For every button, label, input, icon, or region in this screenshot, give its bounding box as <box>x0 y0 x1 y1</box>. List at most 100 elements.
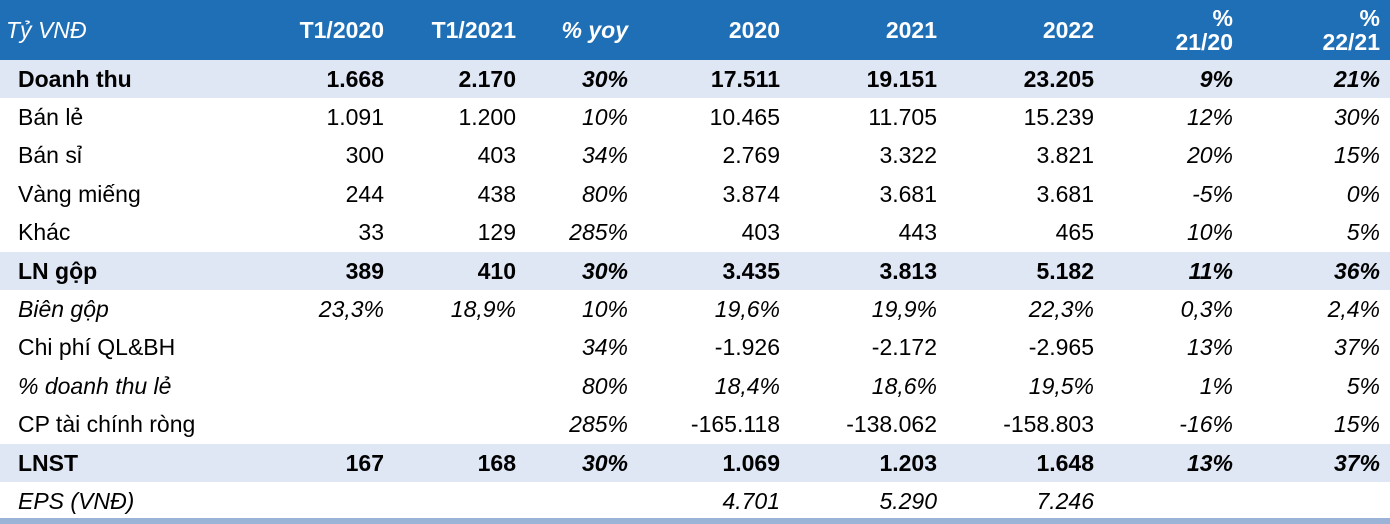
cell-value <box>249 482 394 520</box>
cell-value: -1.926 <box>714 334 780 361</box>
row-label: EPS (VNĐ) <box>18 487 135 514</box>
cell-value: 34% <box>581 142 628 169</box>
cell-value: 1.200 <box>458 104 516 131</box>
cell-value: -158.803 <box>1003 411 1094 438</box>
pct-symbol: % <box>1212 5 1233 31</box>
cell-value: 19,6% <box>714 296 780 323</box>
row-label: Doanh thu <box>18 65 132 92</box>
cell-value <box>1104 482 1243 520</box>
cell-value: 403 <box>477 142 516 169</box>
table-row: EPS (VNĐ) 4.701 5.290 7.246 <box>0 482 1390 520</box>
cell-value: 15% <box>1333 142 1380 169</box>
table-row: % doanh thu lẻ 80% 18,4% 18,6% 19,5% 1% 5% <box>0 367 1390 405</box>
cell-value: 18,9% <box>450 296 516 323</box>
cell-value: 17.511 <box>710 65 780 92</box>
cell-value: 1.648 <box>1036 449 1094 476</box>
col-header-2022: 2022 <box>1042 17 1094 43</box>
cell-value: 12% <box>1186 104 1233 131</box>
table-row: LNST 167 168 30% 1.069 1.203 1.648 13% 37% <box>0 443 1390 483</box>
pct-period: 21/20 <box>1175 29 1233 55</box>
bottom-border <box>0 518 1390 524</box>
col-header-yoy: % yoy <box>561 17 628 43</box>
table-row: Khác 33 129 285% 403 443 465 10% 5% <box>0 214 1390 252</box>
cell-value: 2.170 <box>458 65 516 92</box>
cell-value: -138.062 <box>846 411 937 438</box>
cell-value: 21% <box>1333 65 1380 92</box>
cell-value: 15% <box>1333 411 1380 438</box>
cell-value: 1.069 <box>722 449 780 476</box>
cell-value: 0,3% <box>1180 296 1233 323</box>
cell-value: 129 <box>477 219 516 246</box>
cell-value: 36% <box>1333 257 1380 284</box>
cell-value: 285% <box>569 219 628 246</box>
cell-value: 3.681 <box>1036 180 1094 207</box>
cell-value: 285% <box>569 411 628 438</box>
cell-value: 389 <box>345 257 384 284</box>
cell-value: 18,4% <box>714 372 780 399</box>
cell-value: 11% <box>1188 257 1233 284</box>
cell-value: 37% <box>1333 449 1380 476</box>
cell-value: 10% <box>581 296 628 323</box>
cell-value: -5% <box>1192 180 1233 207</box>
row-label: CP tài chính ròng <box>18 411 196 438</box>
col-header-pct-22-21: % 22/21 <box>1243 0 1390 60</box>
table-row: Chi phí QL&BH 34% -1.926 -2.172 -2.965 13% 37% <box>0 329 1390 367</box>
cell-value: 37% <box>1333 334 1380 361</box>
cell-value <box>249 329 394 367</box>
cell-value: 22,3% <box>1028 296 1094 323</box>
cell-value: 19.151 <box>866 65 937 92</box>
cell-value: 3.813 <box>879 257 937 284</box>
cell-value: 168 <box>477 449 516 476</box>
cell-value: 19,5% <box>1028 372 1094 399</box>
table-row: LN gộp 389 410 30% 3.435 3.813 5.182 11% 36% <box>0 251 1390 291</box>
row-label: Chi phí QL&BH <box>18 334 176 361</box>
cell-value: 5% <box>1346 219 1380 246</box>
cell-value: 5.290 <box>879 487 937 514</box>
cell-value: 10% <box>581 104 628 131</box>
cell-value: 80% <box>581 180 628 207</box>
unit-label: Tỷ VNĐ <box>6 17 87 43</box>
cell-value: 3.681 <box>879 180 937 207</box>
table-row: CP tài chính ròng 285% -165.118 -138.062 -15… <box>0 406 1390 444</box>
cell-value: 33 <box>358 219 384 246</box>
table-row: Doanh thu 1.668 2.170 30% 17.511 19.151 23.205… <box>0 60 1390 99</box>
cell-value: 4.701 <box>722 487 780 514</box>
row-label: Biên gộp <box>18 296 109 323</box>
cell-value: 1.203 <box>879 449 937 476</box>
cell-value: 3.821 <box>1036 142 1094 169</box>
pct-period: 22/21 <box>1322 29 1380 55</box>
cell-value: 15.239 <box>1023 104 1094 131</box>
cell-value: 30% <box>581 257 628 284</box>
cell-value: -165.118 <box>690 411 780 438</box>
cell-value: -2.965 <box>1028 334 1094 361</box>
cell-value: 3.874 <box>722 180 780 207</box>
cell-value: 2,4% <box>1327 296 1380 323</box>
cell-value: 18,6% <box>871 372 937 399</box>
cell-value: -2.172 <box>871 334 937 361</box>
cell-value: 13% <box>1186 334 1233 361</box>
row-label: LNST <box>18 449 79 476</box>
header-row: Tỷ VNĐ T1/2020 T1/2021 % yoy 2020 2021 2… <box>0 0 1390 60</box>
table-row: Bán lẻ 1.091 1.200 10% 10.465 11.705 15.239 12%… <box>0 98 1390 136</box>
col-header-2020: 2020 <box>728 17 780 43</box>
cell-value <box>249 406 394 444</box>
row-label: % doanh thu lẻ <box>18 372 172 399</box>
cell-value: 5% <box>1346 372 1380 399</box>
cell-value <box>249 367 394 405</box>
cell-value: 19,9% <box>871 296 937 323</box>
cell-value: 443 <box>898 219 937 246</box>
col-header-t1-2020: T1/2020 <box>299 17 384 43</box>
cell-value: 0% <box>1346 180 1380 207</box>
cell-value: 1% <box>1199 372 1233 399</box>
table-row: Vàng miếng 244 438 80% 3.874 3.681 3.681 -5% 0% <box>0 175 1390 213</box>
cell-value: 13% <box>1186 449 1233 476</box>
table-row: Bán sỉ 300 403 34% 2.769 3.322 3.821 20% 15% <box>0 137 1390 175</box>
cell-value: 23,3% <box>318 296 384 323</box>
cell-value: 438 <box>477 180 516 207</box>
cell-value: 10.465 <box>709 104 780 131</box>
cell-value <box>394 482 526 520</box>
cell-value: 30% <box>581 449 628 476</box>
cell-value: 1.091 <box>326 104 384 131</box>
cell-value: 410 <box>477 257 516 284</box>
